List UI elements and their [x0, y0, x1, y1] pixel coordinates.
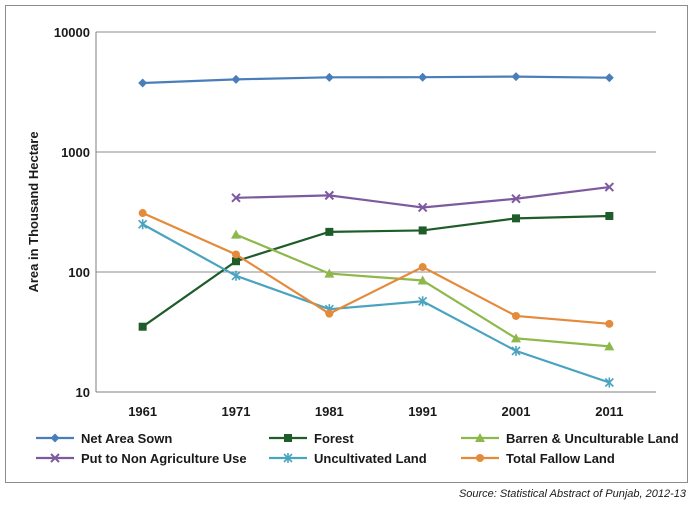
data-point — [418, 226, 427, 235]
series-line — [142, 214, 610, 328]
data-point — [512, 311, 520, 320]
data-point — [50, 433, 60, 443]
y-axis-title: Area in Thousand Hectare — [26, 131, 41, 292]
legend-label: Put to Non Agriculture Use — [81, 451, 247, 466]
data-point — [232, 257, 240, 266]
chart-frame: 10 100 1000 10000 1961 1971 1981 1991 2001 2011 Ar… — [5, 5, 688, 483]
x-tick-label: 2011 — [595, 404, 623, 419]
data-point — [50, 453, 60, 463]
data-point — [605, 211, 614, 220]
data-point — [475, 433, 485, 442]
data-point — [512, 214, 520, 223]
data-point — [232, 250, 240, 259]
data-point — [284, 434, 292, 442]
series-line — [235, 186, 610, 209]
legend-label: Forest — [314, 431, 354, 446]
data-point — [511, 194, 521, 204]
series-line — [142, 223, 610, 384]
data-point — [511, 345, 521, 356]
x-tick-label: 1991 — [408, 404, 437, 419]
legend-label: Uncultivated Land — [314, 451, 427, 466]
x-tick-label: 1971 — [222, 404, 251, 419]
series-line — [142, 75, 610, 85]
source-note: Source: Statistical Abstract of Punjab, … — [458, 488, 686, 500]
data-point — [324, 190, 335, 201]
data-point — [324, 268, 335, 278]
data-point — [324, 72, 334, 82]
y-tick-label: 1000 — [61, 145, 90, 160]
data-point — [604, 73, 614, 83]
legend-label: Barren & Unculturable Land — [506, 431, 679, 446]
chart-svg: 10 100 1000 10000 1961 1971 1981 1991 2001 2011 Ar… — [26, 25, 679, 466]
x-tick-label: 1961 — [128, 404, 157, 419]
data-point — [418, 263, 427, 272]
x-tick-label: 1981 — [315, 404, 344, 419]
data-point — [325, 309, 334, 318]
y-tick-label: 100 — [68, 265, 90, 280]
data-point — [138, 209, 147, 218]
data-point — [418, 72, 428, 82]
data-point — [604, 377, 614, 388]
data-point — [604, 341, 615, 351]
data-point — [138, 322, 147, 331]
series-line — [142, 212, 610, 325]
data-point — [325, 227, 334, 236]
data-point — [418, 296, 428, 307]
data-point — [604, 182, 615, 192]
data-point — [231, 229, 241, 239]
data-point — [476, 454, 484, 462]
data-point — [417, 202, 428, 213]
data-point — [511, 72, 521, 82]
data-point — [283, 453, 293, 463]
y-tick-label: 10 — [76, 385, 90, 400]
data-point — [511, 333, 521, 343]
data-point — [138, 219, 148, 230]
data-point — [231, 193, 241, 203]
legend-label: Total Fallow Land — [506, 451, 615, 466]
legend-label: Net Area Sown — [81, 431, 172, 446]
data-point — [417, 275, 428, 285]
data-point — [231, 270, 241, 281]
data-point — [231, 74, 241, 84]
y-tick-label: 10000 — [54, 25, 90, 40]
data-point — [605, 319, 614, 328]
x-tick-label: 2001 — [502, 404, 531, 419]
data-point — [138, 78, 148, 88]
